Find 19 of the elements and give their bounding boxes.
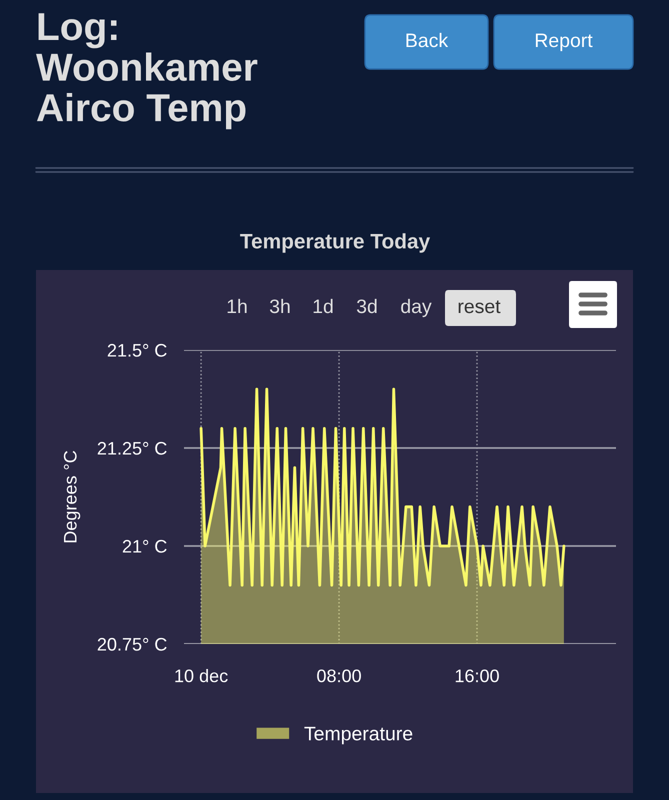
x-tick-label: 16:00	[456, 669, 499, 682]
text: Report	[536, 34, 593, 52]
x-tick-label: 10 dec	[175, 669, 228, 682]
text: 1d	[314, 298, 333, 314]
text: reset	[458, 300, 500, 314]
y-axis-title: Degrees °C	[64, 450, 80, 542]
text: Back	[406, 32, 448, 48]
text: 3h	[270, 298, 290, 314]
y-tick-label: 20.75° C	[98, 638, 167, 651]
y-tick-label: 21° C	[122, 540, 167, 553]
y-tick-label: 21.5° C	[108, 344, 167, 357]
text: day	[401, 298, 432, 318]
text: 1h	[228, 298, 247, 314]
text: 3d	[356, 298, 377, 314]
y-tick-label: 21.25° C	[98, 442, 167, 455]
legend-label: Temperature	[304, 726, 412, 744]
chart-title: Temperature Today	[240, 233, 430, 253]
x-tick-label: 08:00	[317, 669, 361, 682]
text: Log: Woonkamer Airco Temp	[36, 13, 258, 130]
